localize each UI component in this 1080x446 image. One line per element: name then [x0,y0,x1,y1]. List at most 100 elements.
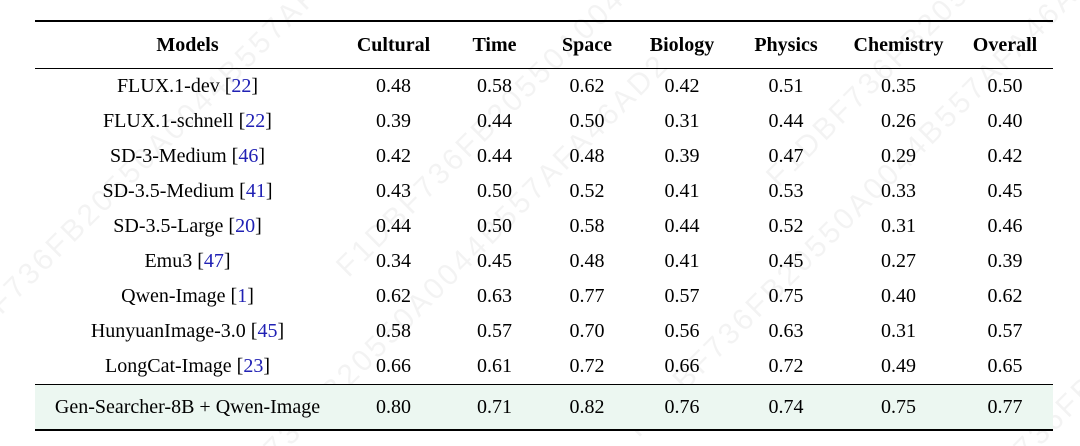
citation-link[interactable]: 46 [238,145,259,167]
score-cell: 0.57 [664,285,700,307]
score-cell: 0.39 [987,250,1023,272]
score-cell: 0.56 [664,320,700,342]
score-cell: 0.42 [376,145,411,167]
score-cell: 0.75 [840,384,957,430]
benchmark-results-table: Models Cultural Time Space Biology Physi… [35,20,1053,431]
model-name-cell: SD-3.5-Large [20] [113,215,262,237]
model-name-cell: Qwen-Image [1] [121,285,254,307]
score-cell: 0.48 [376,75,411,97]
col-header-chemistry: Chemistry [840,21,957,69]
score-cell: 0.51 [768,75,804,97]
col-header-time: Time [447,21,542,69]
score-cell: 0.40 [881,285,916,307]
score-cell: 0.70 [569,320,605,342]
score-cell: 0.44 [664,215,700,237]
score-cell: 0.45 [477,250,512,272]
score-cell: 0.44 [768,110,804,132]
score-cell: 0.50 [477,215,512,237]
col-header-physics: Physics [732,21,840,69]
model-name-cell: SD-3-Medium [46] [109,145,265,167]
score-cell: 0.66 [376,355,411,377]
score-cell: 0.62 [376,285,411,307]
citation-link[interactable]: 41 [245,180,266,202]
score-cell: 0.34 [376,250,411,272]
score-cell: 0.35 [881,75,916,97]
score-cell: 0.65 [987,355,1023,377]
score-cell: 0.39 [376,110,411,132]
citation-link[interactable]: 1 [237,285,248,307]
score-cell: 0.77 [569,285,605,307]
table-row: SD-3-Medium [46] 0.42 0.44 0.48 0.39 0.47 0.29… [35,139,1053,174]
score-cell: 0.42 [987,145,1023,167]
model-name-cell: FLUX.1-dev [22] [116,75,259,97]
score-cell: 0.47 [768,145,804,167]
score-cell: 0.72 [569,355,605,377]
score-cell: 0.61 [477,355,512,377]
score-cell: 0.46 [987,215,1023,237]
header-row: Models Cultural Time Space Biology Physi… [35,21,1053,69]
citation-link[interactable]: 20 [235,215,256,237]
score-cell: 0.27 [881,250,916,272]
score-cell: 0.40 [987,110,1023,132]
score-cell: 0.41 [664,180,700,202]
score-cell: 0.58 [477,75,512,97]
col-header-cultural: Cultural [340,21,447,69]
table-row: Gen-Searcher-8B + Qwen-Image 0.80 0.71 0.82… [35,384,1053,430]
model-name-cell: Emu3 [47] [144,250,231,272]
citation-link[interactable]: 23 [243,355,264,377]
table-row: HunyuanImage-3.0 [45] 0.58 0.57 0.70 0.56 0.6… [35,314,1053,349]
score-cell: 0.77 [957,384,1053,430]
score-cell: 0.50 [477,180,512,202]
model-name-cell: FLUX.1-schnell [22] [103,110,272,132]
score-cell: 0.58 [376,320,411,342]
score-cell: 0.63 [477,285,512,307]
score-cell: 0.82 [542,384,632,430]
score-cell: 0.39 [664,145,700,167]
score-cell: 0.57 [477,320,512,342]
table-row: FLUX.1-schnell [22] 0.39 0.44 0.50 0.31 0.44 0… [35,104,1053,139]
score-cell: 0.57 [987,320,1023,342]
score-cell: 0.76 [632,384,732,430]
model-name-cell: Gen-Searcher-8B + Qwen-Image [35,384,340,430]
score-cell: 0.31 [664,110,700,132]
score-cell: 0.48 [569,250,605,272]
score-cell: 0.33 [881,180,916,202]
score-cell: 0.80 [340,384,447,430]
score-cell: 0.29 [881,145,916,167]
score-cell: 0.26 [881,110,916,132]
table-row: SD-3.5-Medium [41] 0.43 0.50 0.52 0.41 0.53 0.… [35,174,1053,209]
score-cell: 0.50 [569,110,605,132]
score-cell: 0.44 [376,215,411,237]
score-cell: 0.62 [987,285,1023,307]
score-cell: 0.41 [664,250,700,272]
score-cell: 0.42 [664,75,700,97]
col-header-biology: Biology [632,21,732,69]
col-header-models: Models [35,21,340,69]
score-cell: 0.31 [881,320,916,342]
score-cell: 0.45 [768,250,804,272]
score-cell: 0.71 [447,384,542,430]
citation-link[interactable]: 22 [245,110,266,132]
score-cell: 0.49 [881,355,916,377]
table-row: LongCat-Image [23] 0.66 0.61 0.72 0.66 0.72 0.… [35,349,1053,385]
table-row: Emu3 [47] 0.34 0.45 0.48 0.41 0.45 0.27 0.39 [35,244,1053,279]
citation-link[interactable]: 45 [257,320,278,342]
model-name-cell: SD-3.5-Medium [41] [102,180,273,202]
score-cell: 0.66 [664,355,700,377]
score-cell: 0.75 [768,285,804,307]
score-cell: 0.31 [881,215,916,237]
score-cell: 0.53 [768,180,804,202]
citation-link[interactable]: 22 [231,75,252,97]
score-cell: 0.44 [477,110,512,132]
citation-link[interactable]: 47 [203,250,224,272]
score-cell: 0.50 [987,75,1023,97]
score-cell: 0.44 [477,145,512,167]
score-cell: 0.48 [569,145,605,167]
model-name-cell: LongCat-Image [23] [105,355,270,377]
score-cell: 0.52 [768,215,804,237]
score-cell: 0.72 [768,355,804,377]
table-row: SD-3.5-Large [20] 0.44 0.50 0.58 0.44 0.52 0.3… [35,209,1053,244]
col-header-overall: Overall [957,21,1053,69]
score-cell: 0.74 [732,384,840,430]
